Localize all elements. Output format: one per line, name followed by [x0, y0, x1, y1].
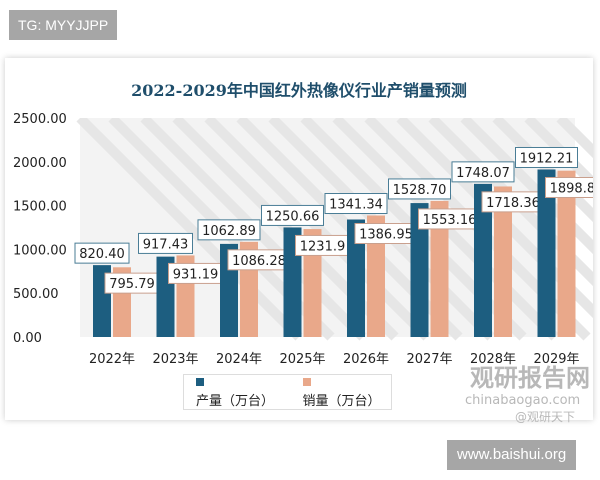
chart-title: 2022-2029年中国红外热像仪行业产销量预测	[131, 81, 467, 100]
hatch	[204, 114, 431, 341]
data-label: 1231.9	[300, 239, 346, 254]
bar-sales	[303, 229, 322, 337]
data-label: 820.40	[79, 247, 125, 262]
y-tick-label: 1500.00	[13, 200, 67, 215]
chart-card: 2022-2029年中国红外热像仪行业产销量预测 0.00 500.00 1000.…	[5, 58, 593, 424]
y-tick-label: 500.00	[13, 287, 59, 302]
hatch	[76, 114, 303, 341]
data-label: 1912.21	[520, 151, 574, 166]
bar-sales	[367, 215, 385, 337]
watermark-site: www.baishui.org	[447, 440, 577, 470]
data-label: 917.43	[143, 237, 189, 252]
data-label-box	[545, 176, 593, 198]
bar-production	[347, 219, 365, 337]
y-tick-label: 1000.00	[13, 243, 67, 258]
data-label-box	[138, 232, 193, 254]
bar-production	[537, 169, 556, 337]
x-tick-label: 2022年	[89, 352, 135, 367]
data-label: 931.19	[173, 267, 219, 282]
watermark-tg: TG: MYYJJPP	[9, 10, 118, 40]
data-label: 1748.07	[456, 166, 510, 181]
data-label: 1386.95	[359, 228, 413, 243]
x-tick-label: 2024年	[216, 352, 262, 367]
x-tick-label: 2023年	[152, 352, 198, 367]
watermark-brand-cn: 观研报告网	[470, 364, 590, 392]
watermark-brand-en: chinabaogao.com	[465, 393, 581, 408]
data-label-box	[74, 242, 130, 264]
legend-label: 产量（万台）	[196, 394, 275, 409]
data-label-box	[451, 161, 515, 183]
x-tick-label: 2027年	[406, 352, 452, 367]
chart-svg: 0.00 500.00 1000.00 1500.00 2000.00 2500.00 20…	[13, 112, 593, 367]
y-tick-label: 2500.00	[13, 112, 67, 127]
legend-item-production: 产量（万台）	[196, 375, 285, 409]
bar-sales	[557, 170, 576, 337]
legend-swatch	[302, 378, 311, 386]
legend-label: 销量（万台）	[302, 394, 381, 409]
bar-production	[474, 183, 492, 337]
bar-sales	[494, 186, 512, 337]
legend: 产量（万台） 销量（万台）	[183, 374, 392, 410]
data-label: 1898.82	[550, 181, 593, 196]
watermark-weibo: @观研天下	[515, 410, 576, 424]
data-label-box	[324, 193, 388, 215]
data-label: 1553.16	[423, 213, 477, 228]
y-tick-label: 2000.00	[13, 156, 67, 171]
data-label: 1250.66	[266, 209, 320, 224]
bar-production	[410, 203, 429, 337]
x-tick-label: 2025年	[279, 352, 325, 367]
data-label-box	[261, 204, 324, 226]
x-tick-label: 2028年	[470, 352, 516, 367]
watermark-brand: 观研报告网 chinabaogao.com @观研天下	[425, 358, 590, 425]
data-label-box	[197, 219, 261, 241]
data-label-box	[388, 178, 451, 200]
data-label: 1341.34	[329, 198, 383, 213]
data-label: 1086.28	[232, 254, 286, 269]
legend-swatch	[196, 378, 204, 386]
y-tick-label: 0.00	[13, 331, 42, 346]
data-label: 795.79	[109, 277, 155, 292]
x-tick-label: 2026年	[343, 352, 389, 367]
data-label: 1718.36	[486, 196, 540, 211]
x-tick-label: 2029年	[533, 352, 579, 367]
data-label-box	[515, 146, 578, 168]
data-label: 1062.89	[202, 224, 256, 239]
bar-sales	[430, 200, 449, 337]
legend-item-sales: 销量（万台）	[302, 375, 392, 409]
data-label: 1528.70	[393, 183, 447, 198]
mask	[75, 113, 580, 118]
